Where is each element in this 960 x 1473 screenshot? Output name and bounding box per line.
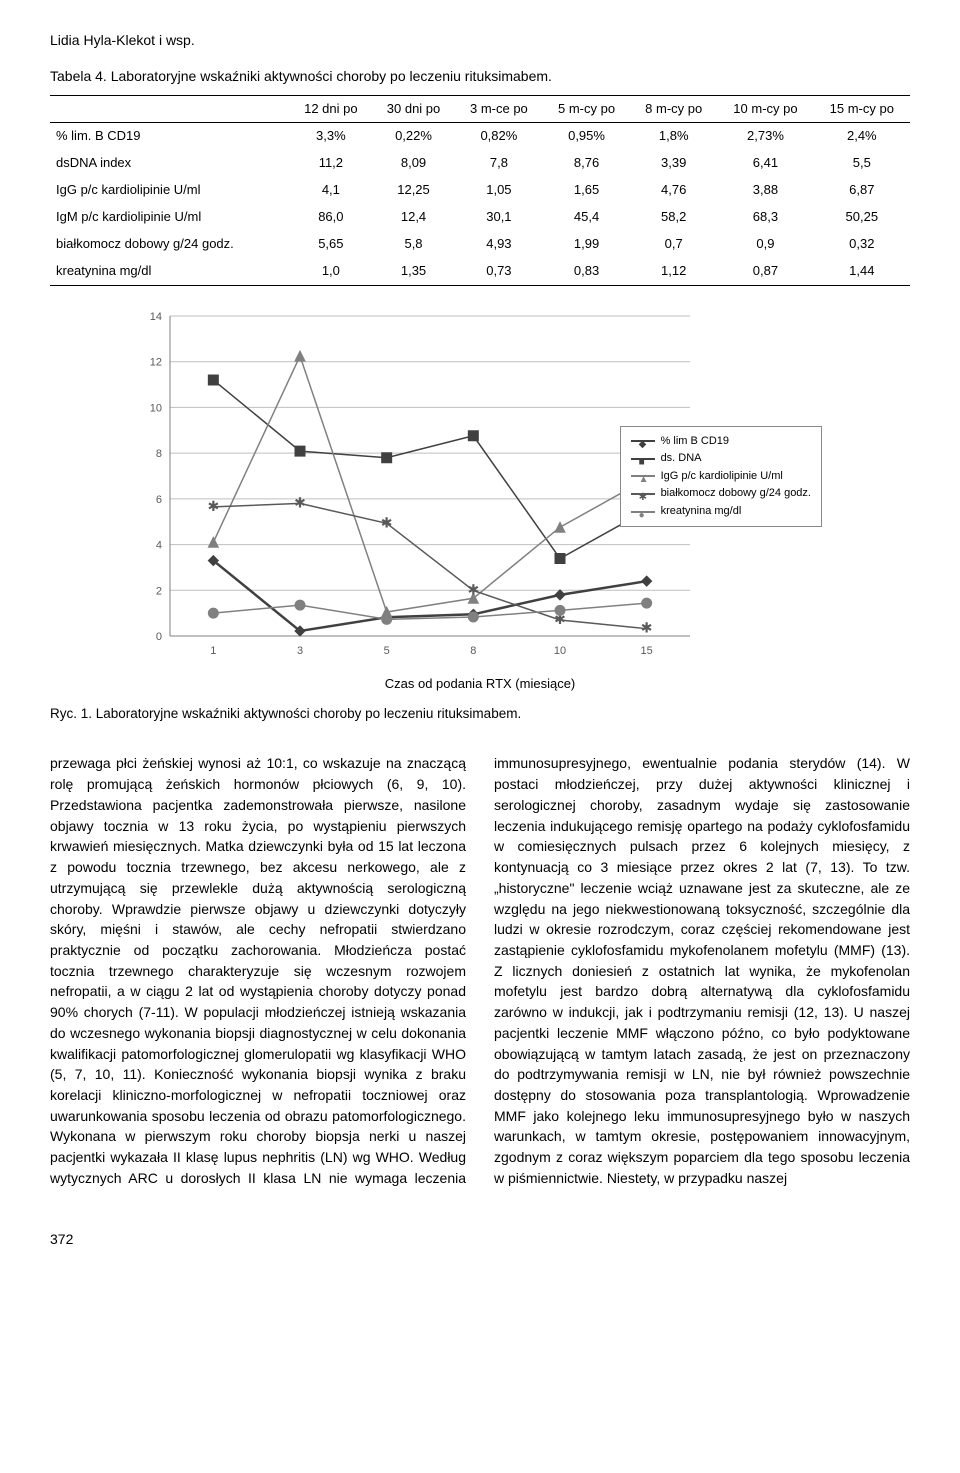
table-cell: 1,99 [543, 231, 630, 258]
legend-item: ✱białkomocz dobowy g/24 godz. [631, 485, 811, 503]
body-text: przewaga płci żeńskiej wynosi aż 10:1, c… [50, 753, 910, 1188]
table-cell: 50,25 [814, 204, 910, 231]
table-cell: 3,88 [717, 177, 813, 204]
body-left: przewaga płci żeńskiej wynosi aż 10:1, c… [50, 755, 466, 1185]
table-cell: 0,83 [543, 258, 630, 285]
table-header-cell: 12 dni po [290, 95, 373, 123]
svg-text:4: 4 [156, 539, 162, 551]
table-cell: 1,12 [630, 258, 717, 285]
table-cell: 0,9 [717, 231, 813, 258]
table-cell: 1,44 [814, 258, 910, 285]
table-header-cell: 30 dni po [372, 95, 455, 123]
svg-text:1: 1 [210, 645, 216, 657]
svg-text:5: 5 [384, 645, 390, 657]
table-cell: 4,76 [630, 177, 717, 204]
table-cell: dsDNA index [50, 150, 290, 177]
table-cell: 86,0 [290, 204, 373, 231]
svg-text:✱: ✱ [207, 497, 219, 513]
author-header: Lidia Hyla-Klekot i wsp. [50, 30, 910, 50]
table-cell: 3,3% [290, 123, 373, 150]
table-cell: 0,82% [455, 123, 543, 150]
table-cell: 6,41 [717, 150, 813, 177]
table-cell: 12,25 [372, 177, 455, 204]
table-cell: 0,22% [372, 123, 455, 150]
table-row: IgM p/c kardiolipinie U/ml86,012,430,145… [50, 204, 910, 231]
data-table: 12 dni po30 dni po3 m-ce po5 m-cy po8 m-… [50, 95, 910, 286]
svg-text:✱: ✱ [641, 619, 653, 635]
table-cell: 12,4 [372, 204, 455, 231]
table-cell: 1,0 [290, 258, 373, 285]
table-cell: 0,73 [455, 258, 543, 285]
figure-caption: Ryc. 1. Laboratoryjne wskaźniki aktywnoś… [50, 704, 910, 724]
table-header-cell: 15 m-cy po [814, 95, 910, 123]
table-row: dsDNA index11,28,097,88,763,396,415,5 [50, 150, 910, 177]
table-header-cell: 10 m-cy po [717, 95, 813, 123]
table-cell: 5,65 [290, 231, 373, 258]
table-cell: 1,35 [372, 258, 455, 285]
chart-container: 0246810121413581015✱✱✱✱✱✱ ◆% lim B CD19■… [130, 306, 830, 694]
svg-text:10: 10 [554, 645, 566, 657]
table-row: kreatynina mg/dl1,01,350,730,831,120,871… [50, 258, 910, 285]
table-cell: 0,32 [814, 231, 910, 258]
table-header-cell [50, 95, 290, 123]
table-cell: białkomocz dobowy g/24 godz. [50, 231, 290, 258]
table-cell: % lim. B CD19 [50, 123, 290, 150]
table-cell: 0,7 [630, 231, 717, 258]
table-cell: 1,65 [543, 177, 630, 204]
table-header-cell: 3 m-ce po [455, 95, 543, 123]
svg-text:8: 8 [156, 448, 162, 460]
table-row: białkomocz dobowy g/24 godz.5,655,84,931… [50, 231, 910, 258]
svg-text:14: 14 [150, 311, 162, 323]
table-cell: 2,4% [814, 123, 910, 150]
legend-item: ■ds. DNA [631, 450, 811, 468]
table-cell: 1,8% [630, 123, 717, 150]
svg-text:0: 0 [156, 631, 162, 643]
x-axis-label: Czas od podania RTX (miesiące) [130, 675, 830, 694]
table-header-cell: 8 m-cy po [630, 95, 717, 123]
table-cell: 0,95% [543, 123, 630, 150]
svg-text:✱: ✱ [294, 494, 306, 510]
svg-text:8: 8 [470, 645, 476, 657]
svg-text:3: 3 [297, 645, 303, 657]
svg-text:✱: ✱ [467, 581, 479, 597]
chart-legend: ◆% lim B CD19■ds. DNA▲IgG p/c kardiolipi… [620, 426, 822, 528]
table-cell: 30,1 [455, 204, 543, 231]
legend-item: ▲IgG p/c kardiolipinie U/ml [631, 468, 811, 486]
svg-text:2: 2 [156, 585, 162, 597]
table-cell: 58,2 [630, 204, 717, 231]
legend-item: ◆% lim B CD19 [631, 433, 811, 451]
table-cell: 2,73% [717, 123, 813, 150]
table-cell: IgG p/c kardiolipinie U/ml [50, 177, 290, 204]
table-cell: 4,1 [290, 177, 373, 204]
svg-text:15: 15 [641, 645, 653, 657]
table-cell: 8,09 [372, 150, 455, 177]
table-cell: 6,87 [814, 177, 910, 204]
table-cell: 45,4 [543, 204, 630, 231]
table-cell: 8,76 [543, 150, 630, 177]
table-row: % lim. B CD193,3%0,22%0,82%0,95%1,8%2,73… [50, 123, 910, 150]
table-cell: IgM p/c kardiolipinie U/ml [50, 204, 290, 231]
table-cell: 3,39 [630, 150, 717, 177]
table-row: IgG p/c kardiolipinie U/ml4,112,251,051,… [50, 177, 910, 204]
table-cell: 5,5 [814, 150, 910, 177]
svg-text:✱: ✱ [381, 514, 393, 530]
table-cell: 68,3 [717, 204, 813, 231]
svg-text:12: 12 [150, 356, 162, 368]
table-cell: 7,8 [455, 150, 543, 177]
table-cell: kreatynina mg/dl [50, 258, 290, 285]
table-cell: 0,87 [717, 258, 813, 285]
table-cell: 4,93 [455, 231, 543, 258]
page-number: 372 [50, 1229, 910, 1249]
legend-item: ●kreatynina mg/dl [631, 503, 811, 521]
table-title: Tabela 4. Laboratoryjne wskaźniki aktywn… [50, 66, 910, 86]
table-header-cell: 5 m-cy po [543, 95, 630, 123]
table-cell: 1,05 [455, 177, 543, 204]
table-cell: 5,8 [372, 231, 455, 258]
svg-text:6: 6 [156, 493, 162, 505]
body-right: leczenia immunosupresyjnego, ewentualnie… [415, 755, 910, 1185]
svg-text:10: 10 [150, 402, 162, 414]
table-cell: 11,2 [290, 150, 373, 177]
